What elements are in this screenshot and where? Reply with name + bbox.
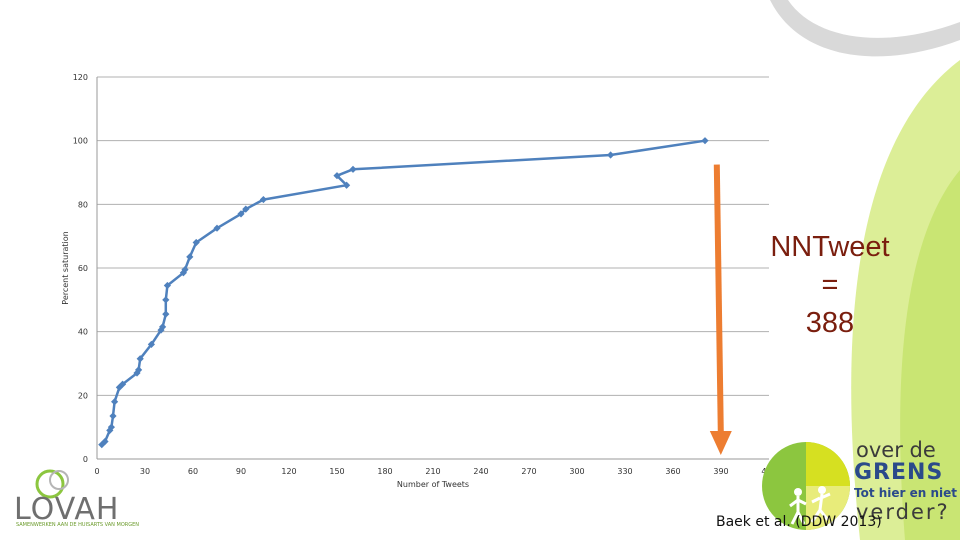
gridlines (97, 76, 769, 396)
series-line (100, 139, 706, 446)
x-tick-label: 0 (94, 467, 99, 476)
data-point (163, 281, 171, 290)
series (98, 137, 709, 449)
lovah-tagline: SAMENWERKEN AAN DE HUISARTS VAN MORGEN (16, 522, 140, 528)
data-point (111, 398, 119, 406)
data-point (179, 269, 187, 277)
y-tick-label: 20 (78, 391, 88, 400)
y-axis-label: Percent saturation (61, 231, 70, 304)
arrow (709, 164, 732, 455)
data-point (157, 326, 165, 334)
y-tick-label: 100 (73, 137, 88, 146)
x-axis-label: Number of Tweets (397, 480, 469, 489)
x-tick-label: 360 (665, 467, 680, 476)
data-point (607, 151, 615, 159)
y-tick-label: 40 (78, 328, 88, 337)
y-tick-label: 80 (78, 200, 88, 209)
y-tick-label: 120 (73, 73, 88, 82)
annotation-line-3: 388 (805, 307, 855, 339)
annotation-line-1: NNTweet (770, 231, 890, 263)
x-tick-label: 300 (569, 467, 584, 476)
grens-line-3: Tot hier en niet (854, 486, 958, 500)
data-point (259, 195, 267, 204)
x-tick-label: 90 (236, 467, 246, 476)
y-tick-label: 60 (78, 264, 88, 273)
data-point (242, 205, 250, 213)
x-tick-label: 30 (140, 467, 150, 476)
nntweet-annotation: NNTweet = 388 (760, 228, 900, 342)
data-point (186, 253, 194, 261)
y-tick-label: 0 (83, 455, 88, 464)
data-point (107, 423, 115, 431)
data-point (106, 426, 114, 434)
data-point (213, 224, 221, 232)
data-point (192, 238, 200, 247)
data-point (136, 355, 144, 363)
arrow-shaft (713, 164, 724, 434)
annotation-line-2: = (821, 269, 839, 301)
x-tick-label: 210 (425, 467, 440, 476)
x-tick-label: 180 (377, 467, 392, 476)
data-point (343, 181, 351, 189)
data-point (162, 310, 170, 318)
lovah-brand-text: LOVAH (14, 492, 120, 527)
x-tick-label: 60 (188, 467, 198, 476)
x-tick-labels: 0306090120150180210240270300330360390420 (94, 467, 776, 476)
x-tick-label: 120 (281, 467, 296, 476)
data-point (135, 366, 143, 374)
data-point (101, 437, 109, 446)
y-tick-labels: 0 20 40 60 80 100 120 (73, 73, 88, 464)
data-point (237, 210, 245, 218)
grens-emblem-icon (762, 442, 850, 530)
lovah-logo: LOVAH SAMENWERKEN AAN DE HUISARTS VAN MO… (10, 462, 139, 534)
data-point (181, 265, 189, 274)
x-tick-label: 330 (617, 467, 632, 476)
data-point (119, 380, 127, 388)
x-tick-label: 150 (329, 467, 344, 476)
arrow-head (709, 431, 732, 455)
data-point (701, 137, 709, 145)
data-point (147, 340, 155, 348)
data-point (159, 323, 167, 331)
grens-line-4: verder? (856, 500, 950, 524)
axes (96, 77, 769, 460)
data-point (109, 412, 117, 420)
x-tick-label: 270 (521, 467, 536, 476)
grens-line-1: over de (856, 438, 936, 462)
grens-line-2: GRENS (854, 460, 944, 485)
lovah-mark-icon (35, 469, 69, 499)
data-point (349, 165, 357, 173)
x-tick-label: 390 (713, 467, 728, 476)
data-point (333, 172, 341, 180)
over-de-grens-logo: over de GRENS Tot hier en niet verder? (760, 436, 960, 536)
x-tick-label: 240 (473, 467, 488, 476)
data-point (162, 296, 170, 304)
citation: Baek et al. (DDW 2013) (716, 514, 882, 530)
